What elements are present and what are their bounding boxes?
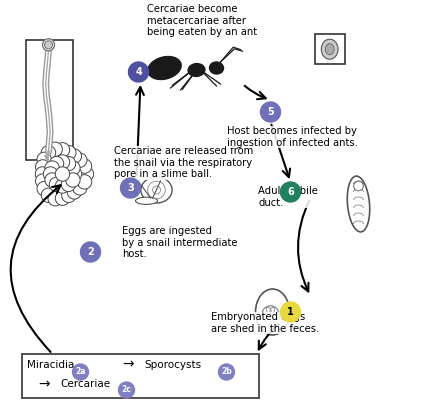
- Circle shape: [45, 173, 59, 187]
- Text: →: →: [123, 358, 134, 372]
- Circle shape: [260, 102, 281, 122]
- Text: 6: 6: [287, 187, 294, 197]
- Bar: [315, 34, 344, 64]
- Circle shape: [43, 167, 58, 181]
- Circle shape: [61, 156, 76, 171]
- Circle shape: [35, 160, 50, 174]
- Circle shape: [281, 302, 301, 322]
- Circle shape: [35, 167, 50, 181]
- Text: Sporocysts: Sporocysts: [145, 360, 201, 370]
- Text: Adult in bile
duct.: Adult in bile duct.: [259, 186, 319, 208]
- Circle shape: [77, 159, 92, 173]
- Text: Eggs are ingested
by a snail intermediate
host.: Eggs are ingested by a snail intermediat…: [122, 226, 238, 259]
- Circle shape: [41, 146, 55, 160]
- Circle shape: [55, 179, 69, 193]
- Circle shape: [79, 167, 94, 181]
- Circle shape: [55, 167, 69, 181]
- Circle shape: [67, 167, 82, 181]
- Circle shape: [55, 155, 69, 169]
- Circle shape: [41, 188, 55, 202]
- Ellipse shape: [141, 177, 172, 203]
- Text: Cercariae: Cercariae: [60, 379, 111, 389]
- Bar: [22, 354, 259, 398]
- Circle shape: [49, 177, 64, 192]
- Text: 2: 2: [87, 247, 94, 257]
- Circle shape: [67, 185, 82, 199]
- Bar: [27, 40, 73, 160]
- Circle shape: [37, 182, 52, 196]
- Circle shape: [80, 242, 101, 262]
- Circle shape: [73, 153, 87, 167]
- Text: 2b: 2b: [221, 368, 232, 376]
- Text: 2c: 2c: [121, 386, 132, 394]
- Circle shape: [121, 178, 141, 198]
- Circle shape: [66, 161, 80, 175]
- Circle shape: [354, 181, 363, 191]
- Circle shape: [73, 364, 89, 380]
- Circle shape: [45, 41, 52, 49]
- Text: 4: 4: [135, 67, 142, 77]
- Circle shape: [73, 181, 87, 195]
- Ellipse shape: [347, 176, 370, 232]
- Ellipse shape: [209, 62, 223, 74]
- Circle shape: [61, 177, 76, 192]
- Ellipse shape: [321, 39, 338, 59]
- Circle shape: [48, 192, 62, 206]
- Text: Cercariae become
metacercariae after
being eaten by an ant: Cercariae become metacercariae after bei…: [146, 4, 257, 37]
- Circle shape: [128, 62, 149, 82]
- Circle shape: [48, 142, 62, 156]
- Circle shape: [62, 146, 76, 160]
- Text: 2a: 2a: [75, 368, 86, 376]
- Ellipse shape: [42, 39, 55, 51]
- Circle shape: [49, 156, 64, 171]
- Circle shape: [77, 175, 92, 189]
- Text: 3: 3: [127, 183, 134, 193]
- Circle shape: [118, 382, 135, 398]
- Ellipse shape: [135, 197, 157, 204]
- Text: Embryonated eggs
are shed in the feces.: Embryonated eggs are shed in the feces.: [211, 312, 319, 334]
- Text: 1: 1: [287, 307, 294, 317]
- Circle shape: [37, 152, 52, 166]
- Circle shape: [55, 143, 69, 157]
- Text: →: →: [39, 377, 50, 391]
- Text: Miracidia: Miracidia: [27, 360, 75, 370]
- Circle shape: [218, 364, 235, 380]
- Circle shape: [35, 174, 50, 188]
- Circle shape: [66, 173, 80, 187]
- Circle shape: [67, 149, 82, 163]
- Ellipse shape: [325, 44, 334, 55]
- Ellipse shape: [188, 64, 205, 76]
- Ellipse shape: [256, 289, 289, 335]
- Text: Cercariae are released from
the snail via the respiratory
pore in a slime ball.: Cercariae are released from the snail vi…: [114, 146, 254, 179]
- Ellipse shape: [148, 56, 181, 80]
- Text: Host becomes infected by
ingestion of infected ants.: Host becomes infected by ingestion of in…: [226, 126, 357, 148]
- Text: 5: 5: [267, 107, 274, 117]
- Circle shape: [281, 182, 301, 202]
- Circle shape: [62, 188, 76, 202]
- Circle shape: [55, 191, 69, 206]
- Circle shape: [45, 161, 59, 175]
